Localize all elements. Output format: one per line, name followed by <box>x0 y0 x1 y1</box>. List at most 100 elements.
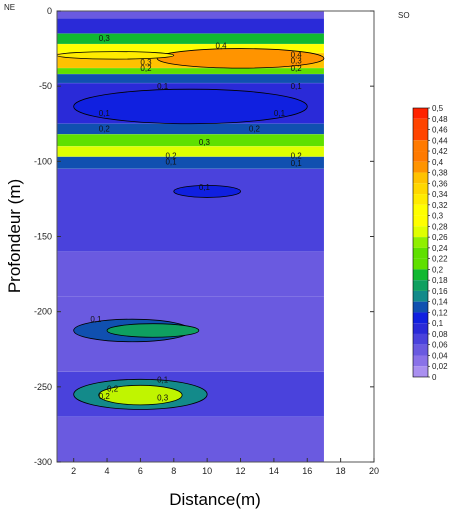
depth-band <box>57 44 324 54</box>
colorbar-label: 0,4 <box>432 158 444 167</box>
y-axis-title: Profondeur (m) <box>5 179 24 293</box>
depth-band <box>57 74 324 84</box>
contour-label: 0,2 <box>165 151 177 160</box>
corner-label-right: SO <box>398 11 410 20</box>
anomaly-zone <box>173 184 241 198</box>
depth-band <box>57 11 324 19</box>
colorbar-label: 0,28 <box>432 222 448 231</box>
anomaly-zone <box>98 384 183 406</box>
anomaly-zone <box>73 88 308 125</box>
contour-label: 0,4 <box>291 51 303 60</box>
contour-label: 0,3 <box>140 58 152 67</box>
depth-band <box>57 123 324 135</box>
colorbar-swatch <box>413 183 428 195</box>
depth-band <box>57 251 324 297</box>
contour-label: 0,3 <box>199 138 211 147</box>
y-tick-label: -150 <box>34 232 52 242</box>
y-tick-label: -300 <box>34 457 52 467</box>
colorbar-swatch <box>413 301 428 313</box>
contour-label: 0,1 <box>274 109 286 118</box>
colorbar-swatch <box>413 280 428 291</box>
contour-label: 0,1 <box>291 82 303 91</box>
contour-label: 0,3 <box>157 393 169 402</box>
contour-label: 0,2 <box>249 124 261 133</box>
colorbar-swatch <box>413 247 428 259</box>
colorbar-label: 0,12 <box>432 308 448 317</box>
colorbar-swatch <box>413 215 428 227</box>
colorbar-swatch <box>413 161 428 173</box>
colorbar-swatch <box>413 258 428 270</box>
depth-band <box>57 156 324 169</box>
colorbar-label: 0,44 <box>432 136 448 145</box>
x-tick-label: 18 <box>336 466 346 476</box>
y-tick-label: -250 <box>34 382 52 392</box>
depth-band <box>57 146 324 157</box>
colorbar-frame <box>412 107 429 378</box>
contour-label: 0,1 <box>157 375 169 384</box>
contour-label: 0,1 <box>157 82 169 91</box>
colorbar-label: 0,46 <box>432 126 448 135</box>
colorbar-label: 0,22 <box>432 255 448 264</box>
contour-label: 0,3 <box>99 34 111 43</box>
colorbar-swatch <box>413 366 428 377</box>
x-tick-label: 4 <box>105 466 110 476</box>
colorbar-label: 0,14 <box>432 298 448 307</box>
colorbar-swatch <box>413 355 428 367</box>
colorbar-swatch <box>413 237 428 248</box>
depth-band <box>57 68 324 75</box>
contour-label: 0,1 <box>165 157 177 166</box>
contour-label: 0,1 <box>90 315 102 324</box>
x-tick-label: 8 <box>171 466 176 476</box>
contour-label: 0,2 <box>291 64 303 73</box>
x-tick-label: 6 <box>138 466 143 476</box>
anomaly-zone <box>56 51 175 60</box>
colorbar-label: 0,04 <box>432 351 448 360</box>
colorbar-swatch <box>413 226 428 238</box>
colorbar-swatch <box>413 269 428 281</box>
y-tick-label: 0 <box>47 6 52 16</box>
colorbar-swatch <box>413 312 428 324</box>
y-tick-label: -200 <box>34 307 52 317</box>
colorbar-swatch <box>413 140 428 152</box>
depth-band <box>57 134 324 147</box>
depth-band <box>57 33 324 45</box>
contour-label: 0,2 <box>99 392 111 401</box>
colorbar-label: 0,34 <box>432 190 448 199</box>
colorbar-legend: 0,5 0,48 0,460,44 0,42 0,4 0,380,36 0,34 0,32 0,… <box>412 104 448 382</box>
colorbar-label: 0,32 <box>432 201 448 210</box>
colorbar-swatch <box>413 172 428 184</box>
contour-label: 0,1 <box>291 159 303 168</box>
colorbar-swatch <box>413 151 428 162</box>
colorbar-label: 0,08 <box>432 330 448 339</box>
contour-label: 0,2 <box>99 124 111 133</box>
colorbar-label: 0,3 <box>432 212 444 221</box>
colorbar-swatch <box>413 118 428 130</box>
y-tick-label: -100 <box>34 156 52 166</box>
colorbar-label: 0,16 <box>432 287 448 296</box>
x-tick-label: 14 <box>269 466 279 476</box>
colorbar-label: 0 <box>432 373 437 382</box>
contour-label: 0,2 <box>291 151 303 160</box>
x-tick-label: 16 <box>302 466 312 476</box>
colorbar-label: 0,1 <box>432 319 444 328</box>
colorbar-label: 0,38 <box>432 169 448 178</box>
depth-band <box>57 18 324 34</box>
colorbar-label: 0,42 <box>432 147 448 156</box>
colorbar-label: 0,48 <box>432 115 448 124</box>
x-tick-label: 10 <box>202 466 212 476</box>
y-tick-label: -50 <box>39 81 52 91</box>
colorbar-label: 0,36 <box>432 179 448 188</box>
contour-label: 0,2 <box>107 384 119 393</box>
x-tick-label: 20 <box>369 466 379 476</box>
colorbar-swatch <box>413 194 428 205</box>
plot-area: 0,30,40,40,30,30,2 0,20,1 0,10,1 0,10,2 0,20… <box>56 11 325 463</box>
x-axis-title: Distance(m) <box>169 490 261 509</box>
colorbar-label: 0,18 <box>432 276 448 285</box>
contour-label: 0,1 <box>199 183 211 192</box>
x-tick-label: 12 <box>236 466 246 476</box>
colorbar-swatch <box>413 129 428 141</box>
axes: 2 4 6 8 10 12 14 16 18 20 0 -50 -100 -150 -200 -250 -300 <box>34 6 379 476</box>
colorbar-swatch <box>413 108 428 119</box>
contour-label: 0,3 <box>291 57 303 66</box>
